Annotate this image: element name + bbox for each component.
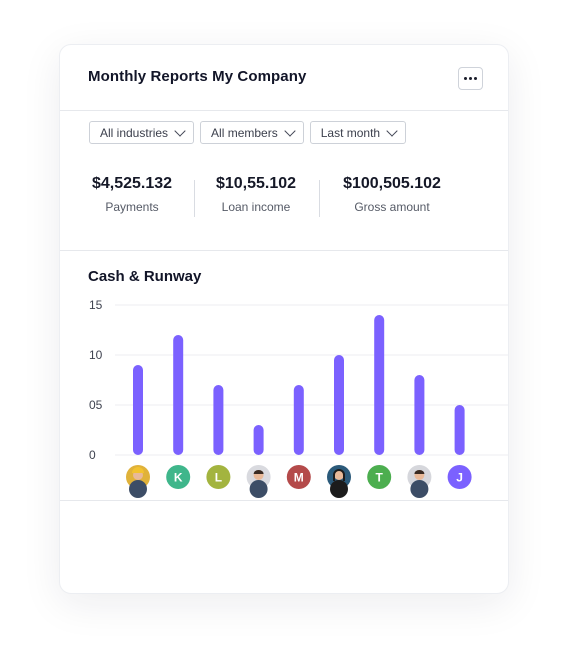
hair-icon bbox=[414, 470, 425, 474]
stat-label: Gross amount bbox=[354, 200, 430, 214]
bar bbox=[253, 425, 264, 455]
avatar-body bbox=[330, 480, 348, 498]
filter-label: All industries bbox=[100, 125, 169, 140]
stats-row: $4,525.132 Payments $10,55.102 Loan inco… bbox=[60, 175, 508, 220]
cash-runway-bar-chart: 0 05 10 15 K L M T J bbox=[89, 298, 508, 498]
avatar-letter: K bbox=[174, 471, 183, 485]
bar bbox=[213, 385, 224, 455]
hair-icon bbox=[333, 469, 345, 481]
chevron-down-icon bbox=[174, 124, 186, 137]
stat-gross-amount: $100,505.102 Gross amount bbox=[332, 175, 452, 214]
avatar-letter: M bbox=[294, 471, 304, 485]
bar bbox=[374, 315, 385, 455]
letter-avatar bbox=[206, 465, 231, 489]
bottom-divider bbox=[60, 500, 508, 501]
avatar-letter: L bbox=[215, 471, 222, 485]
filter-label: All members bbox=[211, 125, 278, 140]
bar bbox=[133, 365, 143, 455]
period-filter-dropdown[interactable]: Last month bbox=[309, 121, 407, 144]
filter-label: Last month bbox=[320, 125, 381, 140]
bar bbox=[414, 375, 425, 455]
letter-avatar bbox=[447, 465, 472, 489]
bar bbox=[454, 405, 465, 455]
monthly-reports-card: Monthly Reports My Company All industrie… bbox=[59, 44, 509, 594]
avatar-letter: J bbox=[456, 471, 463, 485]
stat-payments: $4,525.132 Payments bbox=[82, 175, 182, 214]
letter-avatar bbox=[286, 465, 311, 489]
stat-label: Loan income bbox=[221, 200, 291, 214]
stat-value: $4,525.132 bbox=[91, 175, 173, 192]
industries-filter-dropdown[interactable]: All industries bbox=[89, 121, 195, 144]
stat-value: $10,55.102 bbox=[215, 175, 297, 192]
y-tick-label: 05 bbox=[89, 398, 103, 412]
bar bbox=[173, 335, 184, 455]
chart-title: Cash & Runway bbox=[88, 268, 202, 285]
letter-avatar bbox=[166, 465, 191, 489]
chevron-down-icon bbox=[284, 124, 296, 137]
avatar-letter: T bbox=[376, 471, 384, 485]
hardhat-icon bbox=[132, 467, 144, 473]
y-tick-label: 0 bbox=[89, 448, 96, 462]
avatar-body bbox=[129, 480, 147, 498]
more-dot-icon bbox=[469, 77, 472, 80]
bar bbox=[334, 355, 344, 455]
hair-icon bbox=[253, 470, 264, 474]
stat-label: Payments bbox=[105, 200, 159, 214]
filter-bar: All industries All members Last month bbox=[89, 121, 407, 144]
members-filter-dropdown[interactable]: All members bbox=[200, 121, 304, 144]
card-header: Monthly Reports My Company bbox=[60, 45, 508, 111]
chevron-down-icon bbox=[386, 124, 398, 137]
avatar-body bbox=[249, 480, 268, 498]
more-dot-icon bbox=[474, 77, 477, 80]
stat-value: $100,505.102 bbox=[343, 175, 441, 192]
stat-loan-income: $10,55.102 Loan income bbox=[206, 175, 306, 214]
letter-avatar bbox=[367, 465, 392, 489]
avatar-body bbox=[410, 480, 429, 498]
more-dot-icon bbox=[464, 77, 467, 80]
more-options-button[interactable] bbox=[458, 67, 483, 90]
y-tick-label: 10 bbox=[89, 348, 103, 362]
stat-divider bbox=[194, 180, 195, 217]
stat-divider bbox=[319, 180, 320, 217]
section-divider bbox=[60, 250, 508, 251]
y-tick-label: 15 bbox=[89, 298, 103, 312]
card-title: Monthly Reports My Company bbox=[88, 68, 307, 85]
bar bbox=[293, 385, 304, 455]
avatar-face bbox=[334, 470, 344, 480]
